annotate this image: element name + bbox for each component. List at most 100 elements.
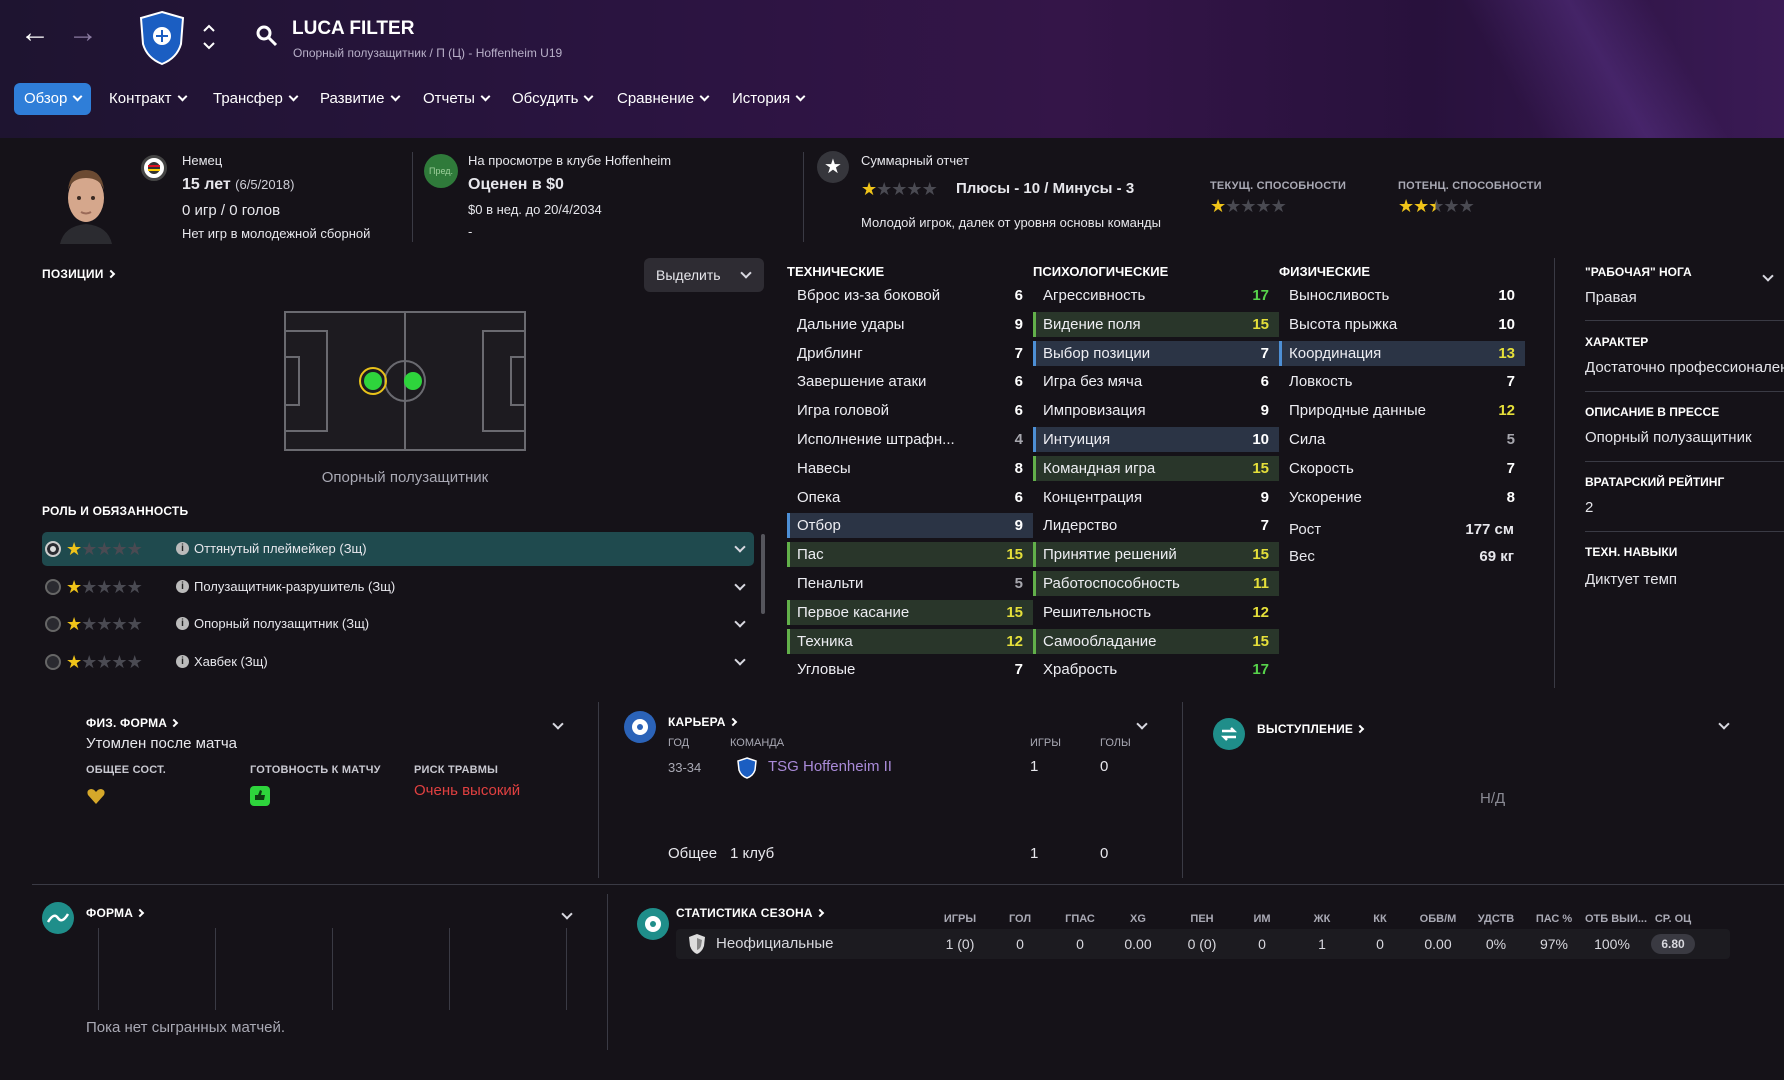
stats-header[interactable]: СР. ОЦ xyxy=(1654,913,1692,925)
attribute-row[interactable]: Видение поля 15 xyxy=(1033,311,1279,337)
performance-title[interactable]: ВЫСТУПЛЕНИЕ xyxy=(1257,722,1365,736)
info-icon[interactable]: i xyxy=(176,617,189,630)
attribute-row[interactable]: Дальние удары 9 xyxy=(787,312,1033,337)
role-row[interactable]: ★★★★★ i Хавбек (Зщ) xyxy=(42,645,754,679)
form-title[interactable]: ФОРМА xyxy=(86,906,145,920)
attribute-row[interactable]: Самообладание 15 xyxy=(1033,628,1279,654)
attribute-row[interactable]: Угловые 7 xyxy=(787,657,1033,682)
height-value: 177 см xyxy=(1465,521,1514,538)
attribute-name: Высота прыжка xyxy=(1289,315,1398,333)
back-arrow-icon[interactable]: ← xyxy=(20,16,50,49)
role-row[interactable]: ★★★★★ i Полузащитник-разрушитель (Зщ) xyxy=(42,570,754,604)
personality-value: Достаточно профессионален xyxy=(1585,359,1784,376)
attribute-value: 8 xyxy=(1014,459,1023,477)
role-row[interactable]: ★★★★★ i Опорный полузащитник (Зщ) xyxy=(42,607,754,641)
stats-header[interactable]: ИМ xyxy=(1253,913,1271,925)
attribute-row[interactable]: Вброс из-за боковой 6 xyxy=(787,283,1033,308)
stats-header[interactable]: ОТБ ВЫИ... xyxy=(1585,913,1648,925)
attribute-row[interactable]: Импровизация 9 xyxy=(1033,398,1279,423)
attribute-row[interactable]: Принятие решений 15 xyxy=(1033,542,1279,568)
role-row[interactable]: ★★★★★ i Оттянутый плеймейкер (Зщ) xyxy=(42,532,754,566)
info-icon[interactable]: i xyxy=(176,579,189,593)
stats-header[interactable]: ГПАС xyxy=(1065,913,1095,925)
info-icon[interactable]: i xyxy=(176,654,189,668)
attribute-value: 6 xyxy=(1260,373,1269,391)
attribute-row[interactable]: Ловкость 7 xyxy=(1279,369,1525,394)
roles-scrollbar[interactable] xyxy=(761,534,765,614)
attribute-row[interactable]: Скорость 7 xyxy=(1279,456,1525,481)
attribute-row[interactable]: Высота прыжка 10 xyxy=(1279,312,1525,337)
chevron-down-icon[interactable] xyxy=(734,578,746,591)
highlight-dropdown[interactable]: Выделить xyxy=(644,258,764,292)
player-switch-icon[interactable] xyxy=(203,22,215,52)
attribute-row[interactable]: Командная игра 15 xyxy=(1033,455,1279,481)
tab-reports[interactable]: Отчеты xyxy=(413,83,499,115)
tab-comparison[interactable]: Сравнение xyxy=(607,83,718,115)
attribute-row[interactable]: Игра без мяча 6 xyxy=(1033,369,1279,394)
attribute-row[interactable]: Пас 15 xyxy=(787,542,1033,568)
attribute-value: 12 xyxy=(1252,603,1269,621)
season-stats-title[interactable]: СТАТИСТИКА СЕЗОНА xyxy=(676,906,824,920)
chevron-down-icon[interactable] xyxy=(734,541,746,553)
attribute-row[interactable]: Концентрация 9 xyxy=(1033,485,1279,510)
attribute-row[interactable]: Природные данные 12 xyxy=(1279,398,1525,423)
report-star-icon[interactable]: ★ xyxy=(817,151,849,183)
stats-header[interactable]: КК xyxy=(1373,913,1387,925)
tab-discuss[interactable]: Обсудить xyxy=(502,83,602,115)
report-rating-stars: ★★★★★ xyxy=(861,179,938,199)
role-radio[interactable] xyxy=(45,616,61,632)
attribute-row[interactable]: Выбор позиции 7 xyxy=(1033,340,1279,366)
club-crest-icon[interactable] xyxy=(137,10,187,66)
tab-development[interactable]: Развитие xyxy=(310,83,409,115)
attribute-row[interactable]: Исполнение штрафн... 4 xyxy=(787,427,1033,452)
attribute-row[interactable]: Пенальти 5 xyxy=(787,571,1033,596)
attribute-row[interactable]: Решительность 12 xyxy=(1033,600,1279,625)
attribute-value: 7 xyxy=(1506,459,1515,477)
attribute-row[interactable]: Ускорение 8 xyxy=(1279,485,1525,510)
attribute-row[interactable]: Завершение атаки 6 xyxy=(787,369,1033,394)
attribute-value: 13 xyxy=(1498,344,1515,362)
tab-transfer[interactable]: Трансфер xyxy=(203,83,307,115)
attribute-row[interactable]: Сила 5 xyxy=(1279,427,1525,452)
stats-header[interactable]: ПАС % xyxy=(1535,913,1573,925)
tab-overview[interactable]: Обзор xyxy=(14,83,92,115)
season-stats-row[interactable] xyxy=(676,929,1730,959)
attribute-row[interactable]: Храбрость 17 xyxy=(1033,657,1279,682)
career-team-link[interactable]: TSG Hoffenheim II xyxy=(768,758,892,775)
attribute-row[interactable]: Работоспособность 11 xyxy=(1033,570,1279,596)
stats-header[interactable]: УДСТВ xyxy=(1477,913,1515,925)
chevron-down-icon[interactable] xyxy=(734,653,746,666)
attribute-row[interactable]: Навесы 8 xyxy=(787,456,1033,481)
chevron-down-icon[interactable] xyxy=(734,616,746,628)
attribute-row[interactable]: Агрессивность 17 xyxy=(1033,283,1279,308)
stats-header[interactable]: ЖК xyxy=(1313,913,1331,925)
tab-history[interactable]: История xyxy=(722,83,814,115)
personality-title: ХАРАКТЕР xyxy=(1585,335,1649,349)
attribute-row[interactable]: Техника 12 xyxy=(787,628,1033,654)
positions-title[interactable]: ПОЗИЦИИ xyxy=(42,267,115,281)
attribute-row[interactable]: Первое касание 15 xyxy=(787,599,1033,625)
stats-header[interactable]: XG xyxy=(1130,913,1146,925)
career-title[interactable]: КАРЬЕРА xyxy=(668,715,737,729)
fitness-title[interactable]: ФИЗ. ФОРМА xyxy=(86,716,179,730)
divider xyxy=(1585,531,1784,532)
tab-contract[interactable]: Контракт xyxy=(99,83,196,115)
stats-header[interactable]: ОБВ/М xyxy=(1419,913,1457,925)
attribute-row[interactable]: Опека 6 xyxy=(787,485,1033,510)
attribute-row[interactable]: Отбор 9 xyxy=(787,513,1033,539)
forward-arrow-icon[interactable]: → xyxy=(68,16,98,49)
attribute-row[interactable]: Дриблинг 7 xyxy=(787,341,1033,366)
search-icon[interactable] xyxy=(255,24,279,48)
role-radio[interactable] xyxy=(45,541,61,557)
stats-header[interactable]: ПЕН xyxy=(1190,913,1214,925)
attribute-row[interactable]: Игра головой 6 xyxy=(787,398,1033,423)
stats-header[interactable]: ГОЛ xyxy=(1008,913,1032,925)
attribute-row[interactable]: Интуиция 10 xyxy=(1033,426,1279,452)
attribute-row[interactable]: Лидерство 7 xyxy=(1033,513,1279,538)
attribute-row[interactable]: Выносливость 10 xyxy=(1279,283,1525,308)
role-radio[interactable] xyxy=(45,653,61,670)
stats-header[interactable]: ИГРЫ xyxy=(943,913,977,925)
attribute-row[interactable]: Координация 13 xyxy=(1279,340,1525,366)
role-radio[interactable] xyxy=(45,578,61,595)
info-icon[interactable]: i xyxy=(176,542,189,555)
